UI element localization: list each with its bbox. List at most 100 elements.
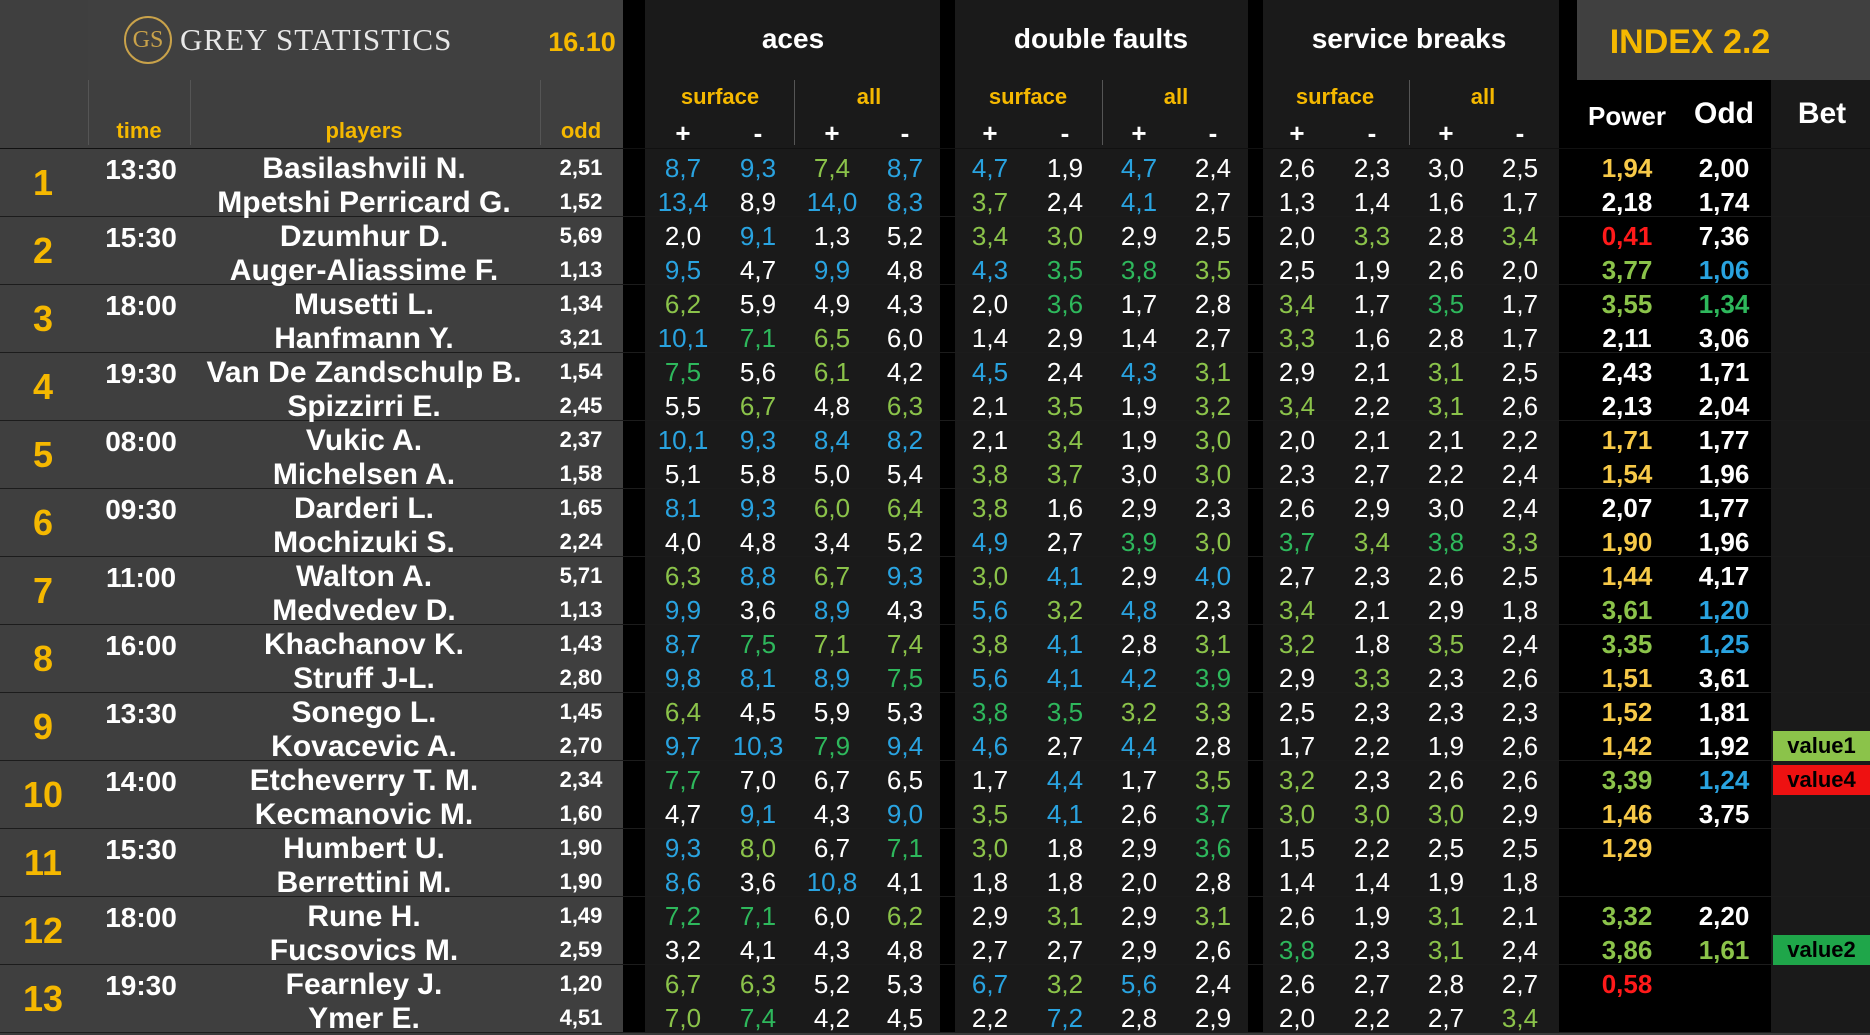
bet-badge-value1: value1 bbox=[1773, 731, 1870, 761]
stat-value: 1,4 bbox=[971, 323, 1009, 353]
stat-value: 4,1 bbox=[886, 867, 924, 897]
stat-value: 3,4 bbox=[971, 221, 1009, 251]
match-time: 13:30 bbox=[105, 698, 177, 729]
player-name: Van De Zandschulp B. bbox=[206, 356, 522, 389]
stat-value: 9,0 bbox=[886, 799, 924, 829]
power-value: 1,44 bbox=[1601, 561, 1653, 591]
stat-value: 2,6 bbox=[1427, 765, 1465, 795]
match-separator bbox=[0, 420, 1870, 421]
stat-value: 3,0 bbox=[1427, 493, 1465, 523]
stat-value: 7,4 bbox=[886, 629, 924, 659]
stat-value: 2,2 bbox=[971, 1003, 1009, 1033]
index-odd-value: 1,74 bbox=[1698, 187, 1750, 217]
match-time: 19:30 bbox=[105, 970, 177, 1001]
stat-value: 5,8 bbox=[739, 459, 777, 489]
stat-value: 2,9 bbox=[1046, 323, 1084, 353]
player-odd: 1,13 bbox=[559, 257, 603, 282]
match-separator bbox=[0, 760, 1870, 761]
match-number: 12 bbox=[22, 910, 64, 951]
stat-value: 3,3 bbox=[1278, 323, 1316, 353]
stat-value: 4,3 bbox=[1120, 357, 1158, 387]
stat-value: 4,1 bbox=[1046, 629, 1084, 659]
stat-value: 2,7 bbox=[971, 935, 1009, 965]
index-odd-value: 1,20 bbox=[1698, 595, 1750, 625]
stat-value: 4,5 bbox=[971, 357, 1009, 387]
stat-value: 4,0 bbox=[664, 527, 702, 557]
stat-value: 8,1 bbox=[664, 493, 702, 523]
stat-value: 2,6 bbox=[1427, 255, 1465, 285]
stat-value: 4,2 bbox=[1120, 663, 1158, 693]
df-panel bbox=[955, 0, 1248, 1033]
stat-value: 7,1 bbox=[739, 323, 777, 353]
stat-value: 5,9 bbox=[739, 289, 777, 319]
player-odd: 1,13 bbox=[559, 597, 603, 622]
stat-value: 3,0 bbox=[1278, 799, 1316, 829]
power-value: 1,71 bbox=[1601, 425, 1653, 455]
stat-value: 2,9 bbox=[1501, 799, 1539, 829]
match-time: 11:00 bbox=[105, 562, 177, 593]
stat-value: 9,8 bbox=[664, 663, 702, 693]
stat-value: 10,3 bbox=[732, 731, 784, 761]
stat-value: 2,1 bbox=[1353, 425, 1391, 455]
stat-value: 3,0 bbox=[1194, 459, 1232, 489]
player-name: Musetti L. bbox=[294, 288, 434, 321]
divider-sb bbox=[1409, 80, 1410, 145]
stat-value: 1,7 bbox=[1278, 731, 1316, 761]
index-odd-value: 1,25 bbox=[1698, 629, 1750, 659]
match-separator bbox=[0, 624, 1870, 625]
stat-value: 5,3 bbox=[886, 969, 924, 999]
stat-value: 5,6 bbox=[971, 595, 1009, 625]
stat-value: 9,5 bbox=[664, 255, 702, 285]
index-odd-value: 7,36 bbox=[1698, 221, 1750, 251]
stat-value: 4,1 bbox=[739, 935, 777, 965]
stat-value: 7,7 bbox=[664, 765, 702, 795]
divider-odd bbox=[540, 80, 541, 145]
player-odd: 5,71 bbox=[559, 563, 603, 588]
stat-value: 9,3 bbox=[664, 833, 702, 863]
player-odd: 1,54 bbox=[559, 359, 603, 384]
player-odd: 1,90 bbox=[559, 869, 603, 894]
player-odd: 2,70 bbox=[559, 733, 603, 758]
index-odd-value: 2,20 bbox=[1698, 901, 1750, 931]
bet-badge-value4: value4 bbox=[1773, 765, 1870, 795]
player-name: Sonego L. bbox=[291, 696, 437, 729]
stat-value: 9,7 bbox=[664, 731, 702, 761]
stat-value: 2,6 bbox=[1501, 391, 1539, 421]
stat-value: 1,7 bbox=[1501, 323, 1539, 353]
stat-value: 1,6 bbox=[1427, 187, 1465, 217]
stat-value: 3,5 bbox=[1194, 765, 1232, 795]
stat-value: 3,7 bbox=[1194, 799, 1232, 829]
stat-value: 2,7 bbox=[1501, 969, 1539, 999]
col-power-header: Power bbox=[1587, 101, 1667, 131]
stat-value: 7,2 bbox=[1046, 1003, 1084, 1033]
stat-value: 1,9 bbox=[1427, 867, 1465, 897]
stat-value: 9,1 bbox=[739, 221, 777, 251]
stat-value: 7,1 bbox=[813, 629, 851, 659]
stat-value: 2,1 bbox=[1353, 595, 1391, 625]
stat-value: 6,5 bbox=[886, 765, 924, 795]
stat-value: 6,7 bbox=[739, 391, 777, 421]
index-odd-value: 3,75 bbox=[1698, 799, 1750, 829]
stat-value: 2,0 bbox=[971, 289, 1009, 319]
index-odd-value: 3,61 bbox=[1698, 663, 1750, 693]
stat-value: 4,8 bbox=[813, 391, 851, 421]
stat-value: 3,1 bbox=[1427, 357, 1465, 387]
index-odd-value: 2,04 bbox=[1698, 391, 1750, 421]
player-name: Berrettini M. bbox=[276, 866, 452, 899]
index-odd-value: 1,77 bbox=[1698, 493, 1750, 523]
power-value: 0,58 bbox=[1601, 969, 1653, 999]
stat-value: 6,5 bbox=[813, 323, 851, 353]
stat-value: 4,9 bbox=[813, 289, 851, 319]
player-name: Hanfmann Y. bbox=[274, 322, 454, 355]
match-number: 13 bbox=[22, 978, 64, 1019]
sb-panel bbox=[1263, 0, 1559, 1033]
stat-value: 3,1 bbox=[1194, 357, 1232, 387]
power-value: 2,43 bbox=[1601, 357, 1653, 387]
stat-value: 6,4 bbox=[886, 493, 924, 523]
stat-value: 8,6 bbox=[664, 867, 702, 897]
stat-value: 8,0 bbox=[739, 833, 777, 863]
stat-value: 2,4 bbox=[1501, 459, 1539, 489]
brand-title: GREY STATISTICS bbox=[180, 22, 453, 57]
sep-1 bbox=[623, 0, 645, 1033]
stat-value: 2,6 bbox=[1194, 935, 1232, 965]
